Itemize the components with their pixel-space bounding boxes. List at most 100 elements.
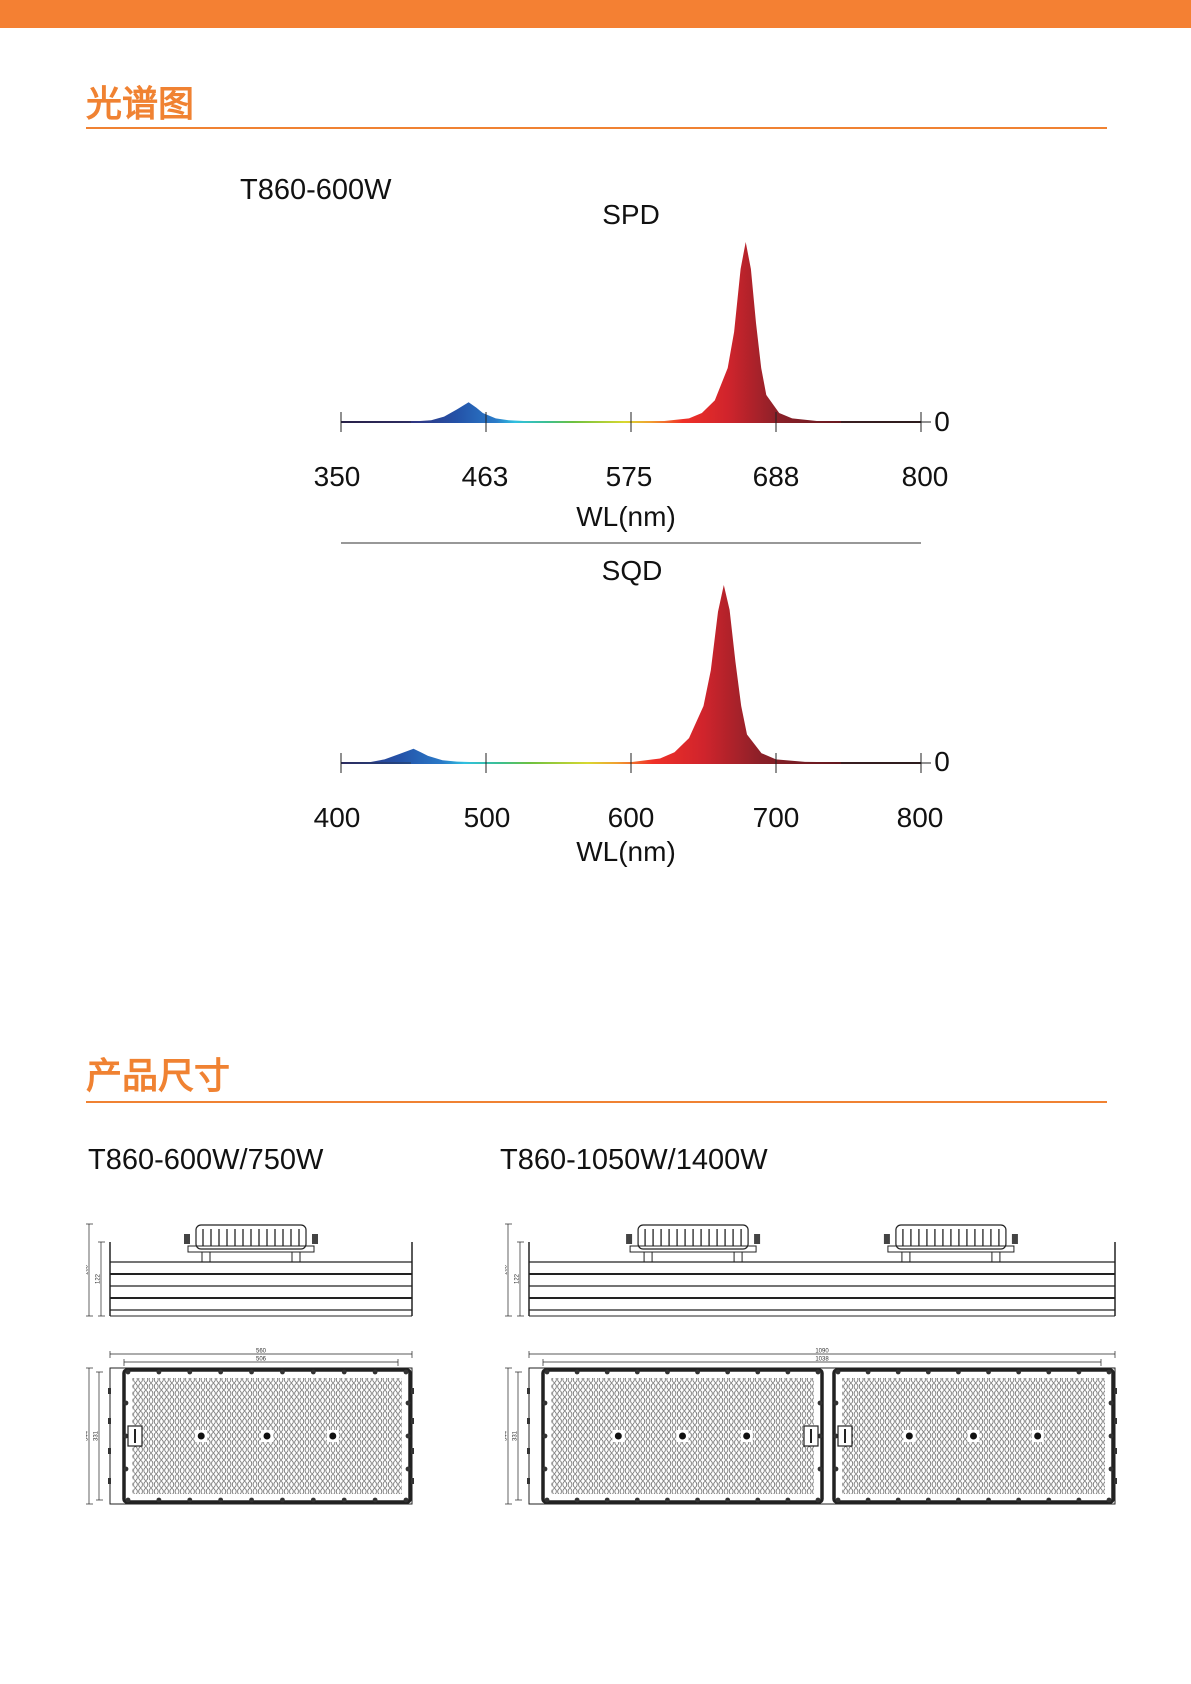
screw [372, 1369, 378, 1375]
screw [125, 1497, 131, 1503]
screw [895, 1369, 901, 1375]
bracket [991, 1251, 1001, 1263]
screw [665, 1497, 670, 1503]
screw [956, 1497, 961, 1503]
mounting-plate [187, 1245, 315, 1253]
sqd-xtick: 800 [896, 802, 944, 833]
model-name-small: T860-600W/750W [88, 1144, 324, 1176]
screw [218, 1369, 224, 1375]
mounting-hole [329, 1432, 337, 1440]
dimension-label: 506 [256, 1357, 267, 1363]
sqd-xtick: 500 [463, 802, 511, 833]
dimension-label: 160 [86, 1264, 90, 1275]
screw [156, 1369, 162, 1375]
dimension-label: 160 [505, 1264, 509, 1275]
screw [1108, 1466, 1114, 1472]
dimension-label: 344 [505, 1430, 509, 1441]
screw [817, 1433, 823, 1439]
screw [634, 1497, 640, 1503]
side-bolt [108, 1418, 111, 1424]
screw [341, 1497, 347, 1503]
screw [403, 1369, 409, 1375]
spd-xtick: 350 [313, 461, 361, 492]
spd-xtick: 800 [901, 461, 949, 492]
sqd-title: SQD [601, 555, 663, 586]
side-bolt [1114, 1448, 1117, 1454]
bracket [201, 1251, 211, 1263]
dimension-label: 1038 [815, 1357, 829, 1363]
sqd-ytick-zero: 0 [934, 746, 950, 777]
dimension-label: 560 [256, 1349, 267, 1355]
screw [1016, 1369, 1022, 1375]
screw [865, 1369, 871, 1375]
dimension-label: 344 [86, 1430, 90, 1441]
bracket [291, 1251, 301, 1263]
section-heading-spectrum: 光谱图 [86, 83, 195, 124]
mounting-hole [905, 1432, 913, 1440]
screw [125, 1369, 131, 1375]
screw [310, 1497, 316, 1503]
section-heading-dimensions: 产品尺寸 [86, 1055, 231, 1096]
screw [574, 1369, 580, 1375]
mounting-hole [197, 1432, 205, 1440]
dimension-label: 122 [515, 1273, 521, 1284]
bracket [733, 1251, 743, 1263]
spd-title: SPD [602, 199, 660, 230]
cable-gland [1011, 1234, 1018, 1244]
screw [725, 1497, 731, 1503]
screw [1046, 1497, 1052, 1503]
screw [405, 1400, 411, 1406]
model-name-large: T860-1050W/1400W [500, 1144, 768, 1176]
bracket [643, 1251, 653, 1263]
screw [405, 1433, 411, 1439]
screw [604, 1497, 610, 1503]
side-bolt [527, 1388, 530, 1394]
side-bolt [411, 1418, 414, 1424]
screw [695, 1497, 700, 1503]
side-view-drawing-small: 160 122 [86, 1223, 413, 1317]
driver-housing [895, 1224, 1007, 1250]
screw [405, 1466, 411, 1472]
screw [1108, 1400, 1114, 1406]
side-bolt [411, 1478, 414, 1484]
screw [604, 1369, 610, 1375]
sqd-xtick: 400 [313, 802, 361, 833]
side-bolt [1114, 1478, 1117, 1484]
screw [785, 1497, 791, 1503]
sqd-xtick: 600 [607, 802, 655, 833]
side-bolt [108, 1448, 111, 1454]
section-divider [86, 127, 1107, 129]
side-bolt [527, 1478, 530, 1484]
screw [833, 1433, 839, 1439]
side-bolt [108, 1478, 111, 1484]
spd-xtick: 463 [461, 461, 509, 492]
screw [123, 1400, 129, 1406]
screw [544, 1497, 550, 1503]
screw [665, 1369, 670, 1375]
cable-gland [754, 1234, 761, 1244]
side-bolt [527, 1448, 530, 1454]
screw [542, 1400, 548, 1406]
housing-outline [528, 1367, 1116, 1505]
screw [634, 1369, 640, 1375]
spd-xtick: 575 [605, 461, 653, 492]
screw [925, 1369, 931, 1375]
section-divider [86, 1101, 1107, 1103]
screw [833, 1400, 839, 1406]
sqd-xlabel: WL(nm) [576, 836, 676, 867]
screw [280, 1369, 285, 1375]
spectrum-charts [340, 242, 931, 773]
mounting-hole [263, 1432, 271, 1440]
screw [755, 1497, 761, 1503]
side-bolt [108, 1388, 111, 1394]
side-bolt [411, 1388, 414, 1394]
top-view-drawing-small: 560 506 344 331 [86, 1349, 414, 1505]
dimension-label: 331 [513, 1430, 519, 1441]
screw [1046, 1369, 1052, 1375]
driver-housing [195, 1224, 307, 1250]
housing-outline [109, 1367, 413, 1505]
mounting-hole [743, 1432, 751, 1440]
screw [372, 1497, 378, 1503]
screw [280, 1497, 285, 1503]
screw [542, 1466, 548, 1472]
